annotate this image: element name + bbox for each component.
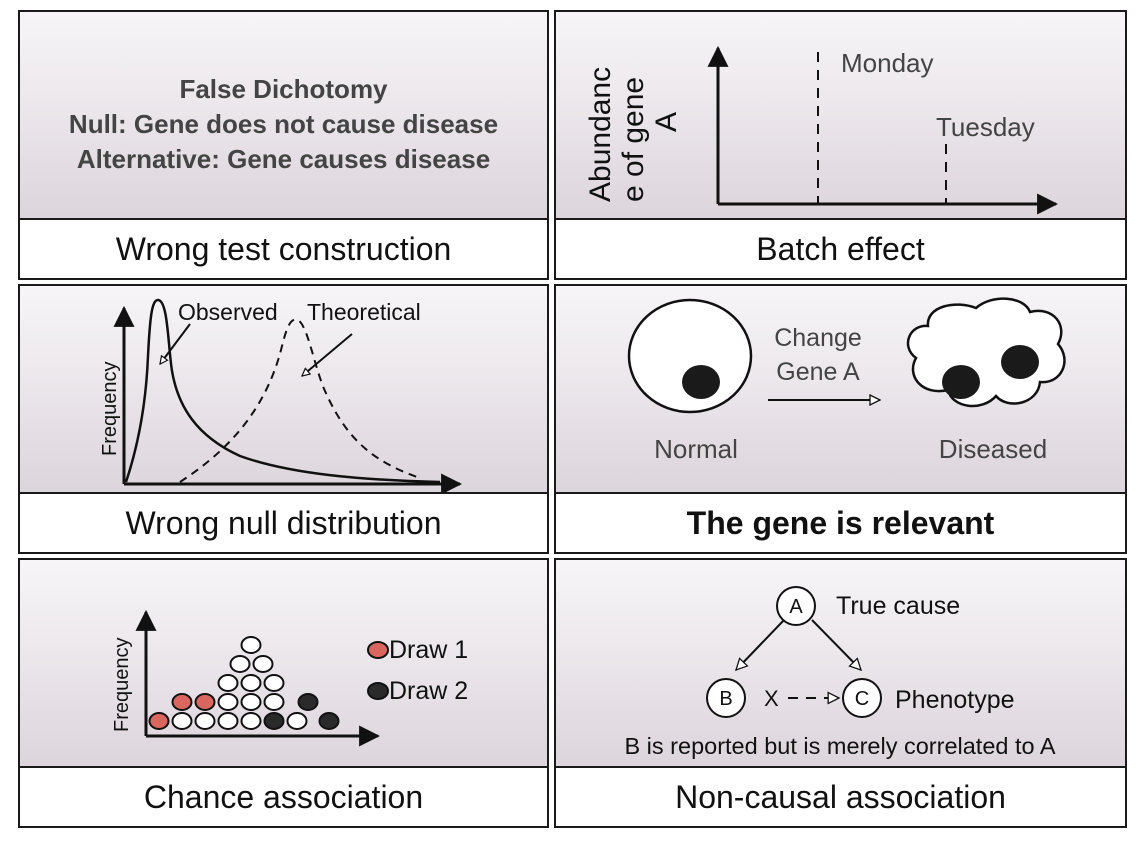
empty-dot: [240, 693, 262, 711]
panel-wrong-test-construction: False Dichotomy Null: Gene does not caus…: [18, 10, 549, 280]
panel-wrong-null-distribution: Frequency Observed Theoretical Wrong nul…: [18, 284, 549, 554]
y-axis-label-line-2: e of gene: [617, 77, 650, 202]
panel-chance-association: Frequency: [18, 558, 549, 828]
draw-1-dot: [148, 712, 170, 730]
panel-gene-is-relevant: Change Gene A Normal Diseased The gene i…: [554, 284, 1127, 554]
diseased-cell-nucleus: [942, 365, 980, 399]
figure-area: A B C X True cause Phenotype B is report…: [556, 560, 1125, 768]
normal-cell-nucleus: [682, 365, 720, 399]
empty-dot: [240, 636, 262, 654]
legend-draw-2-label: Draw 2: [389, 677, 468, 705]
diseased-cell-nucleus: [1001, 345, 1039, 379]
label-normal: Normal: [654, 434, 738, 464]
legend-draw-2-swatch: [367, 682, 389, 700]
batch-label-tuesday: Tuesday: [936, 112, 1035, 142]
empty-dot: [229, 655, 251, 673]
draw-1-dot: [171, 693, 193, 711]
figure-area: Monday Tuesday Abundanc e of gene A: [556, 12, 1125, 220]
figure-area: Frequency: [20, 560, 547, 768]
empty-dot: [252, 655, 274, 673]
node-c-label: C: [855, 688, 869, 710]
node-b-label: B: [719, 688, 732, 710]
empty-dot: [217, 712, 239, 730]
draw-2-dot: [318, 712, 340, 730]
observed-curve: [124, 298, 441, 484]
chance-association-figure: Frequency: [111, 609, 468, 747]
panel-caption: Batch effect: [756, 230, 925, 267]
y-axis-label: Frequency: [99, 362, 121, 457]
empty-dot: [240, 674, 262, 692]
null-distribution-figure: Frequency Observed Theoretical: [99, 298, 463, 492]
panel-caption: Wrong test construction: [115, 230, 452, 267]
label-observed: Observed: [178, 299, 278, 325]
theoretical-curve: [179, 318, 421, 483]
label-theoretical: Theoretical: [307, 299, 421, 325]
panel-batch-effect: Monday Tuesday Abundanc e of gene A Batc…: [554, 10, 1127, 280]
panel-caption: Chance association: [143, 778, 424, 815]
label-diseased: Diseased: [939, 434, 1047, 464]
theoretical-pointer: [302, 333, 353, 376]
figure-area: Frequency Observed Theoretical: [20, 286, 547, 494]
diseased-cell: [906, 297, 1066, 408]
empty-dot: [171, 712, 193, 730]
panel-caption: The gene is relevant: [686, 504, 995, 541]
causal-graph-figure: A B C X True cause Phenotype B is report…: [624, 586, 1056, 759]
y-axis-label: Frequency: [111, 638, 133, 733]
batch-label-monday: Monday: [841, 48, 934, 78]
edge-a-to-c: [811, 619, 861, 670]
gene-relevant-figure: Change Gene A Normal Diseased: [627, 297, 1066, 464]
correlation-note: B is reported but is merely correlated t…: [624, 733, 1055, 759]
node-c: [842, 678, 882, 718]
panel-caption: Wrong null distribution: [125, 504, 442, 541]
panel-caption: Non-causal association: [675, 778, 1006, 815]
panel-non-causal-association: A B C X True cause Phenotype B is report…: [554, 558, 1127, 828]
batch-effect-figure: Monday Tuesday Abundanc e of gene A: [584, 45, 1059, 215]
draw-2-dot: [297, 693, 319, 711]
edge-a-to-b: [736, 619, 785, 670]
change-label-line-2: Gene A: [776, 358, 860, 386]
change-label-line-1: Change: [774, 324, 862, 352]
normal-cell: [627, 298, 753, 414]
empty-dot: [286, 712, 308, 730]
figure-area: Change Gene A Normal Diseased: [556, 286, 1125, 494]
hypothesis-title: False Dichotomy: [179, 74, 388, 104]
empty-dot: [263, 674, 285, 692]
draw-2-dot: [263, 712, 285, 730]
node-a: [776, 586, 816, 626]
observed-pointer: [160, 323, 191, 364]
draw-1-dot: [194, 693, 216, 711]
y-axis-label-line-3: A: [650, 112, 683, 132]
blocked-mark: X: [764, 686, 779, 711]
node-a-label: A: [789, 596, 803, 618]
empty-dot: [240, 712, 262, 730]
empty-dot: [263, 693, 285, 711]
hypothesis-text: False Dichotomy Null: Gene does not caus…: [20, 72, 547, 177]
y-axis-label-line-1: Abundanc: [584, 67, 617, 202]
legend-draw-1-swatch: [367, 641, 389, 659]
y-axis-label: Abundanc e of gene A: [584, 67, 683, 202]
figure-area: False Dichotomy Null: Gene does not caus…: [20, 12, 547, 220]
empty-dot: [194, 712, 216, 730]
node-b: [706, 678, 746, 718]
alternative-hypothesis: Alternative: Gene causes disease: [76, 144, 491, 174]
phenotype-label: Phenotype: [895, 686, 1015, 714]
true-cause-label: True cause: [836, 592, 960, 620]
empty-dot: [217, 674, 239, 692]
empty-dot: [217, 693, 239, 711]
null-hypothesis: Null: Gene does not cause disease: [68, 109, 499, 139]
legend-draw-1-label: Draw 1: [389, 636, 468, 664]
draw-dots: [148, 636, 340, 730]
